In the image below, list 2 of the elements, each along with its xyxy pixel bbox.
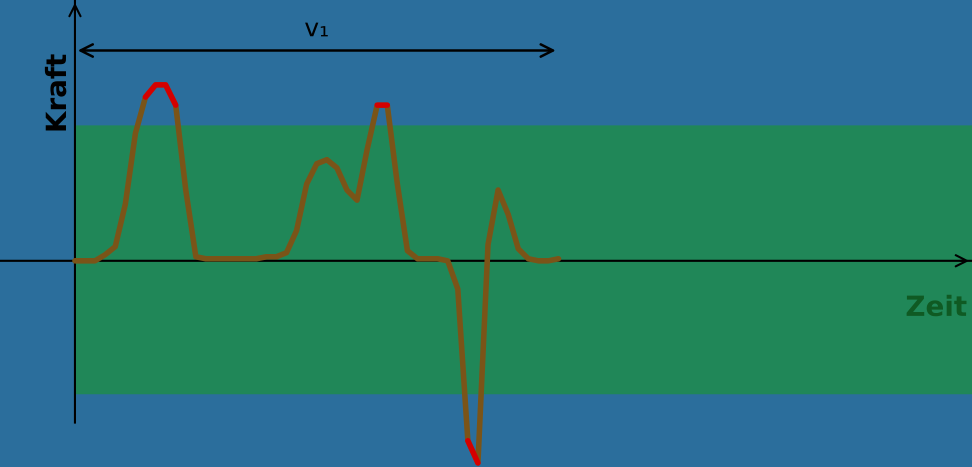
text: v₁	[305, 22, 328, 36]
y-axis-title: Kraft	[44, 54, 66, 131]
